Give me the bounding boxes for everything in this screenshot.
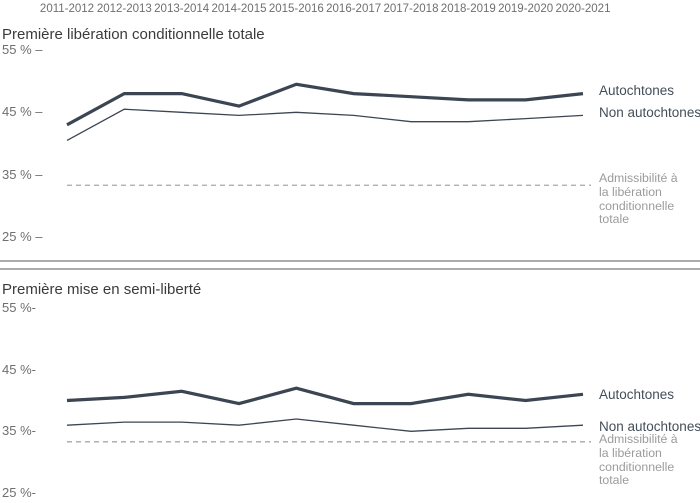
y-tick-label: 45 % – <box>2 104 43 120</box>
series-line-non-autochtones <box>66 108 584 141</box>
chart2-legend-autochtones: Autochtones <box>599 387 675 402</box>
chart1-plot-area <box>66 82 591 186</box>
chart1-legend-non-autochtones: Non autochtones <box>599 105 700 120</box>
y-tick-label: 35 % – <box>2 166 43 182</box>
x-axis-label: 2012-2013 <box>96 3 152 15</box>
divider-line-bottom <box>0 268 700 270</box>
x-axis-label: 2015-2016 <box>268 3 324 15</box>
chart2-title: Première mise en semi-liberté <box>2 281 202 298</box>
x-axis-label: 2017-2018 <box>383 3 439 15</box>
y-tick-label: 55 %- <box>2 300 36 315</box>
chart2-reference-label: Admissibilité à la libération conditionn… <box>599 432 678 488</box>
chart1-title: Première libération conditionnelle total… <box>2 26 265 43</box>
series-line-autochtones <box>66 82 584 127</box>
series-line-autochtones <box>66 386 584 406</box>
x-axis-label: 2018-2019 <box>440 3 496 15</box>
x-axis-label: 2013-2014 <box>154 3 210 15</box>
y-tick-label: 55 % – <box>2 42 43 57</box>
y-tick-label: 45 %- <box>2 361 36 377</box>
chart2-plot-area <box>66 386 591 443</box>
x-axis-label: 2014-2015 <box>211 3 267 15</box>
divider-line-top <box>0 260 700 262</box>
x-axis-label: 2011-2012 <box>39 3 95 15</box>
chart2-legend-non-autochtones: Non autochtones <box>599 419 700 434</box>
y-tick-label: 25 % – <box>2 228 43 244</box>
x-axis-label: 2019-2020 <box>498 3 554 15</box>
y-tick-label: 35 %- <box>2 423 36 439</box>
x-axis-label: 2020-2021 <box>555 3 611 15</box>
chart1-legend-autochtones: Autochtones <box>599 83 675 98</box>
chart1-reference-label: Admissibilité à la libération conditionn… <box>599 171 678 227</box>
series-line-non-autochtones <box>66 418 584 432</box>
y-tick-label: 25 %- <box>2 485 36 500</box>
x-axis-label: 2016-2017 <box>326 3 382 15</box>
